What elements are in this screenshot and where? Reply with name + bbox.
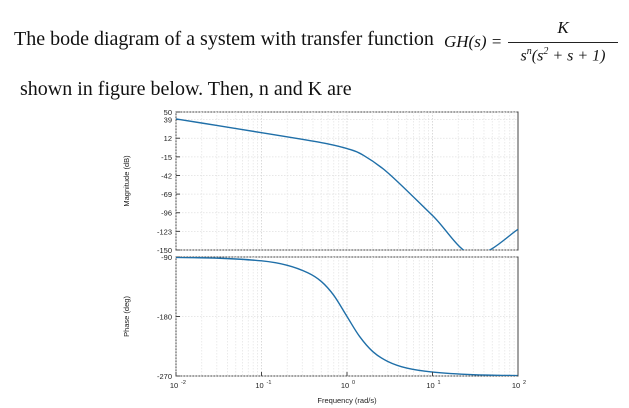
- x-tick-label: 10: [426, 381, 434, 390]
- x-tick-exponent: -2: [181, 380, 186, 386]
- tf-den-exp-n: n: [526, 46, 532, 57]
- magnitude-response-curve: [176, 118, 518, 250]
- magnitude-y-tick-label: -69: [161, 190, 172, 199]
- magnitude-y-tick-label: 12: [164, 134, 172, 143]
- transfer-function-fraction: K sn(s2 + s + 1): [508, 18, 618, 68]
- question-line-2: shown in figure below. Then, n and K are: [20, 78, 352, 100]
- magnitude-y-tick-label: 39: [164, 116, 172, 125]
- question-line-1: The bode diagram of a system with transf…: [14, 28, 434, 50]
- magnitude-y-tick-label: 50: [164, 108, 172, 117]
- x-tick-label: 10: [341, 381, 349, 390]
- phase-y-tick-label: -270: [157, 372, 172, 381]
- x-tick-exponent: 2: [523, 380, 526, 386]
- magnitude-y-axis-label: Magnitude (dB): [122, 155, 131, 207]
- x-axis-label: Frequency (rad/s): [317, 396, 377, 405]
- x-tick-exponent: -1: [267, 380, 272, 386]
- phase-y-tick-label: -180: [157, 313, 172, 322]
- tf-den-tail: + s + 1): [548, 47, 606, 65]
- x-tick-label: 10: [255, 381, 263, 390]
- phase-y-tick-label: -90: [161, 253, 172, 262]
- phase-y-axis-label: Phase (deg): [122, 296, 131, 337]
- tf-numerator: K: [557, 18, 569, 37]
- x-tick-label: 10: [512, 381, 520, 390]
- tf-den-paren: (s: [531, 47, 544, 65]
- tf-denominator: sn(s2 + s + 1): [508, 46, 618, 65]
- tf-den-prefix: s: [520, 47, 527, 65]
- fraction-bar: [508, 42, 618, 43]
- tf-den-exp-2: 2: [543, 46, 549, 57]
- magnitude-y-tick-label: -15: [161, 153, 172, 162]
- magnitude-y-tick-label: -123: [157, 227, 172, 236]
- magnitude-y-tick-label: -96: [161, 209, 172, 218]
- magnitude-y-tick-label: -42: [161, 171, 172, 180]
- x-tick-exponent: 1: [438, 380, 441, 386]
- x-tick-label: 10: [170, 381, 178, 390]
- magnitude-y-tick-label: -150: [157, 246, 172, 255]
- phase-response-curve: [176, 257, 518, 376]
- transfer-function-lhs: GH(s) =: [444, 32, 503, 51]
- x-tick-exponent: 0: [352, 380, 355, 386]
